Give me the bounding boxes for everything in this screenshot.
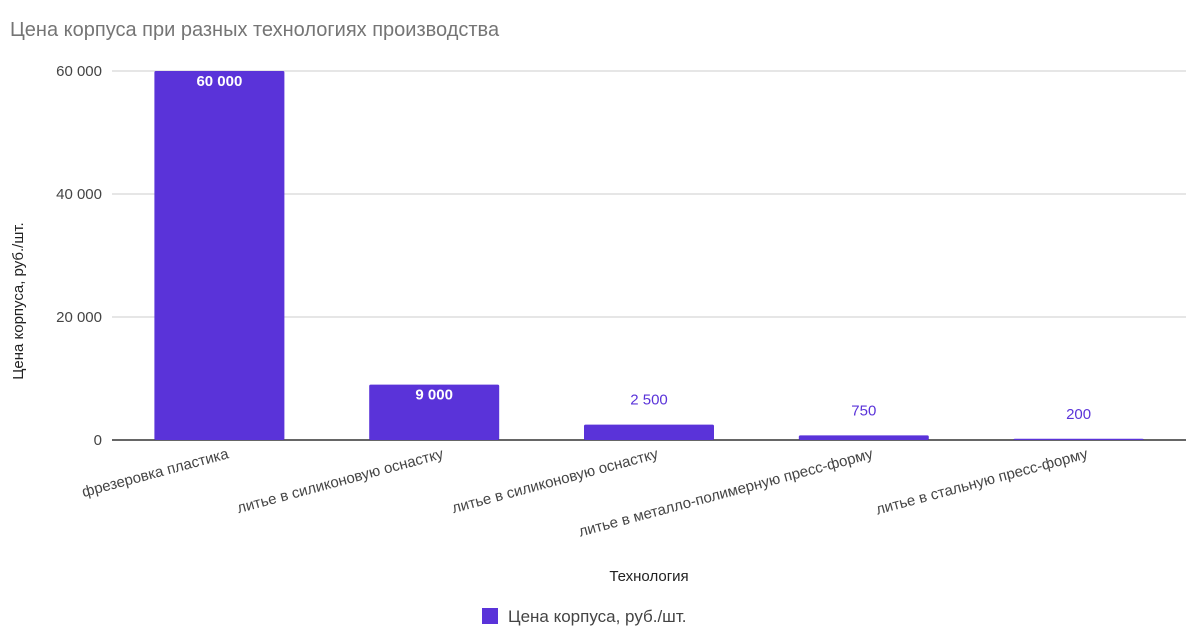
data-label: 9 000 (415, 387, 453, 404)
x-category-label: литье в стальную пресс-форму (874, 445, 1090, 518)
chart-title: Цена корпуса при разных технологиях прои… (10, 19, 500, 41)
x-category-label: литье в силиконовую оснастку (450, 445, 660, 517)
bars (154, 71, 1144, 440)
data-label: 200 (1066, 406, 1091, 423)
bar (154, 71, 285, 440)
legend-swatch (482, 608, 498, 624)
legend-label: Цена корпуса, руб./шт. (508, 607, 686, 626)
bar (798, 435, 929, 440)
x-axis-title: Технология (609, 568, 688, 585)
bar (369, 384, 500, 440)
data-labels: 60 000 9 000 2 500 750 200 (196, 73, 1091, 423)
bar (584, 424, 714, 440)
x-category-label: литье в силиконовую оснастку (235, 445, 445, 517)
x-axis-categories: фрезеровка пластика литье в силиконовую о… (80, 445, 1090, 540)
data-label: 750 (851, 402, 876, 419)
y-tick-label: 40 000 (56, 186, 102, 203)
x-category-label: фрезеровка пластика (80, 445, 231, 501)
data-label: 2 500 (630, 392, 668, 409)
y-tick-label: 60 000 (56, 63, 102, 80)
bar (1013, 438, 1144, 440)
y-tick-label: 0 (94, 432, 102, 449)
y-axis-ticks: 0 20 000 40 000 60 000 (56, 63, 102, 449)
y-axis-title: Цена корпуса, руб./шт. (10, 222, 27, 379)
data-label: 60 000 (196, 73, 242, 90)
legend: Цена корпуса, руб./шт. (482, 607, 686, 626)
y-tick-label: 20 000 (56, 309, 102, 326)
